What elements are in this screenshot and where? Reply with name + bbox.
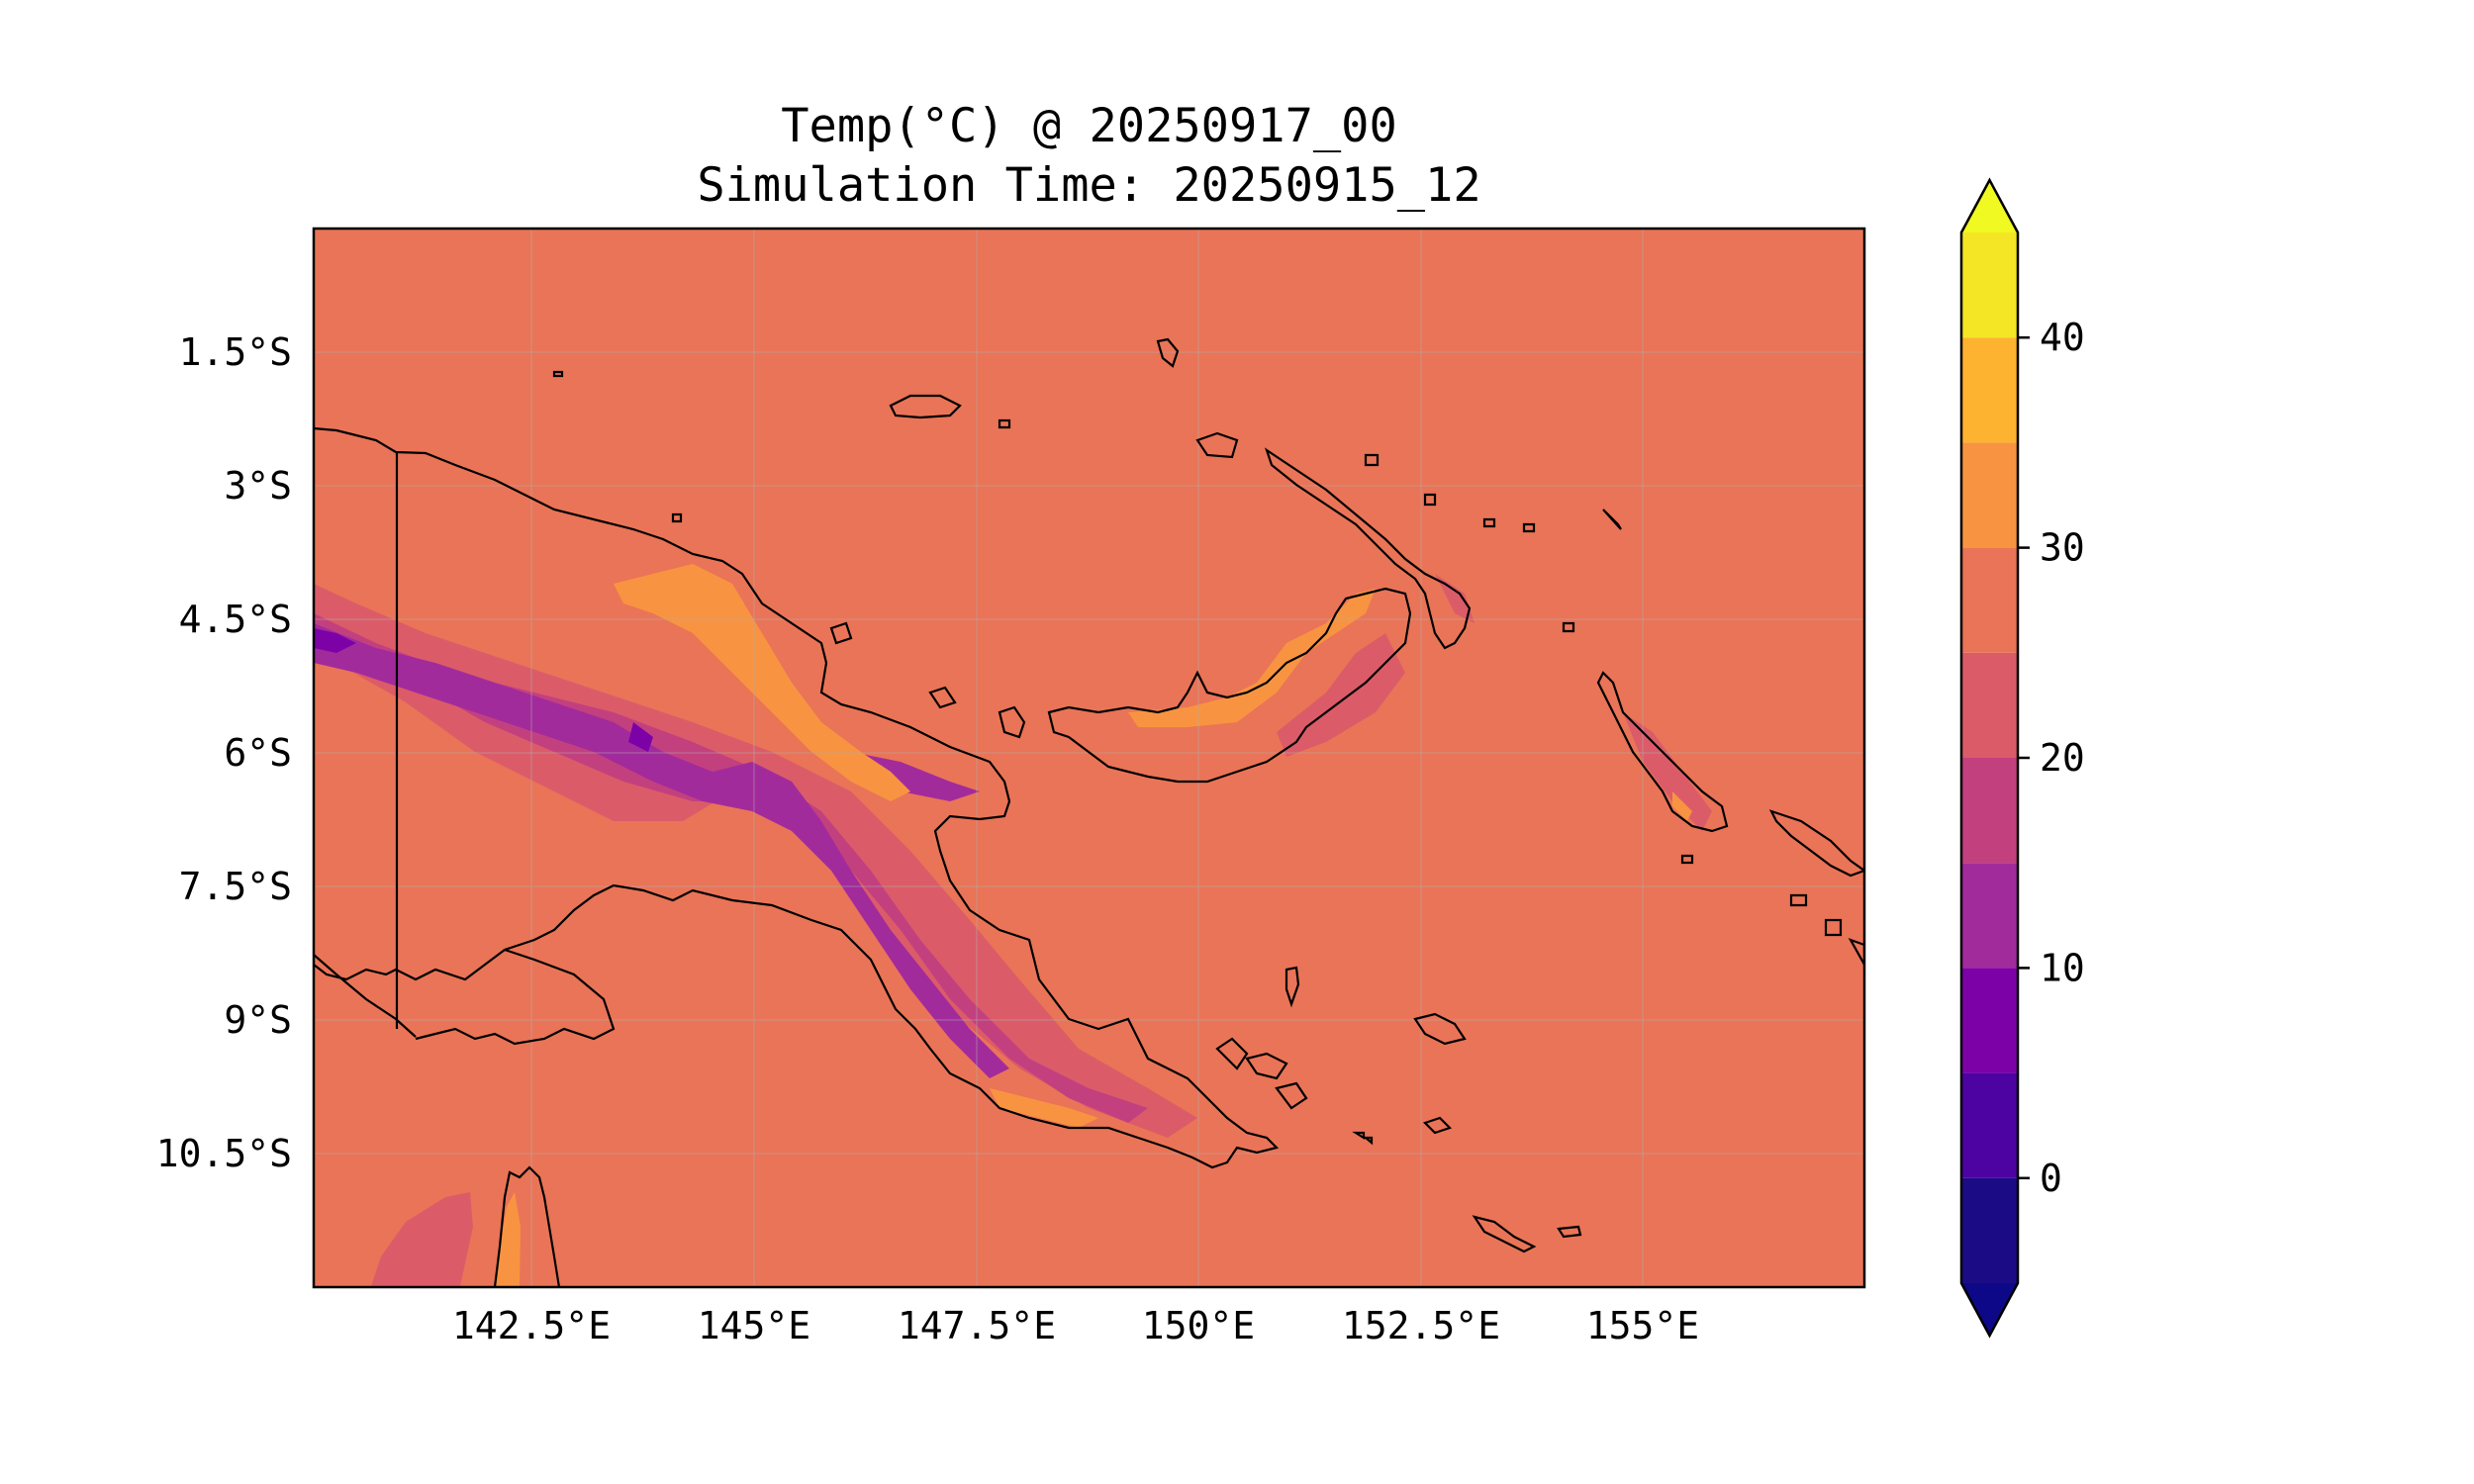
colorbar-band (1961, 863, 2018, 969)
coastline-new-guinea (314, 426, 1280, 1169)
lat-tick-label: 4.5°S (179, 598, 292, 641)
colorbar-band (1961, 337, 2018, 443)
contour-5-10-west (314, 628, 356, 653)
coastline-woodlark (1422, 1116, 1453, 1135)
coastline-louisiade (1472, 1215, 1582, 1253)
contour-20-25-bougainville (1623, 712, 1712, 831)
contour-30-35-north-coast-lowland (614, 564, 910, 801)
latitude-axis: 1.5°S 3°S 4.5°S 6°S 7.5°S 9°S 10.5°S (156, 330, 292, 1175)
colorbar-band (1961, 968, 2018, 1073)
lat-tick-label: 6°S (224, 731, 292, 775)
colorbar-band (1961, 652, 2018, 758)
coastline-new-hanover (1195, 431, 1239, 459)
coastline-south-fly (314, 954, 417, 1038)
lon-tick-label: 147.5°E (898, 1304, 1056, 1347)
coastline-bougainville (1596, 671, 1729, 833)
colorbar-band (1961, 1177, 2018, 1283)
lat-tick-label: 9°S (224, 998, 292, 1042)
coastline-trobriand (1413, 1012, 1467, 1046)
lat-tick-label: 1.5°S (179, 330, 292, 374)
colorbar-band (1961, 547, 2018, 653)
colorbar-extend-min (1961, 1283, 2018, 1336)
lon-tick-label: 142.5°E (452, 1304, 611, 1347)
lon-tick-label: 152.5°E (1342, 1304, 1500, 1347)
coastline-umboi (928, 686, 957, 709)
contour-10-15-highlands-core (314, 623, 1009, 1078)
coastline-long-island (998, 705, 1026, 739)
coastlines (314, 337, 1864, 1287)
coastline-new-britain (1047, 587, 1412, 784)
map-panel (312, 227, 1866, 1289)
coastline-new-ireland (1264, 447, 1472, 650)
coastline-woodlark-island (1285, 966, 1300, 1008)
map-frame (312, 227, 1866, 1289)
colorbar-band (1961, 442, 2018, 548)
colorbar-band (1961, 232, 2018, 338)
contour-20-25-new-ireland (1435, 574, 1475, 623)
lat-tick-label: 10.5°S (156, 1132, 292, 1175)
contour-20-25-southwest-patch (371, 1192, 473, 1286)
coastline-solomon-choiseul (1768, 809, 1864, 878)
title-line-2: Simulation Time: 20250915_12 (697, 158, 1481, 213)
lat-tick-label: 3°S (224, 464, 292, 508)
coastline-st-matthias (1156, 337, 1180, 368)
contour-30-35-papuan-peninsula (990, 1088, 1098, 1128)
colorbar-band (1961, 758, 2018, 864)
map-title: Temp(°C) @ 20250917_00 Simulation Time: … (314, 97, 1864, 216)
lat-tick-label: 7.5°S (179, 865, 292, 908)
colorbar-tick-label: 20 (2040, 736, 2085, 780)
title-line-1: Temp(°C) @ 20250917_00 (781, 99, 1397, 153)
contour-5-10-central (628, 722, 653, 752)
coastline-dentrecasteaux (1215, 1037, 1308, 1110)
contour-10-15-east-range (851, 752, 980, 801)
colorbar-tick-label: 40 (2040, 316, 2085, 359)
contour-30-35-cape-york (495, 1192, 521, 1286)
coastline-karkar (829, 621, 853, 645)
colorbar-band (1961, 1072, 2018, 1178)
longitude-axis: 142.5°E 145°E 147.5°E 150°E 152.5°E 155°E (452, 1304, 1699, 1347)
coastline-cape-york (493, 1165, 561, 1287)
colorbar-outline (1959, 177, 2020, 1339)
lon-tick-label: 150°E (1142, 1304, 1255, 1347)
colorbar-extend-max (1961, 180, 2018, 232)
coastline-manus (889, 394, 962, 419)
coastline-gulf-inlet (415, 948, 616, 1046)
colorbar-tick-label: 0 (2040, 1157, 2062, 1200)
colorbar: 0 10 20 30 40 (1959, 177, 2085, 1339)
contour-30-35-bougainville (1672, 791, 1692, 821)
colorbar-tick-label: 30 (2040, 526, 2085, 570)
contour-30-35-new-britain (1128, 589, 1376, 727)
lon-tick-label: 145°E (698, 1304, 810, 1347)
colorbar-tick-label: 10 (2040, 946, 2085, 989)
lon-tick-label: 155°E (1586, 1304, 1699, 1347)
coastline-misc-islets (552, 370, 1864, 1146)
